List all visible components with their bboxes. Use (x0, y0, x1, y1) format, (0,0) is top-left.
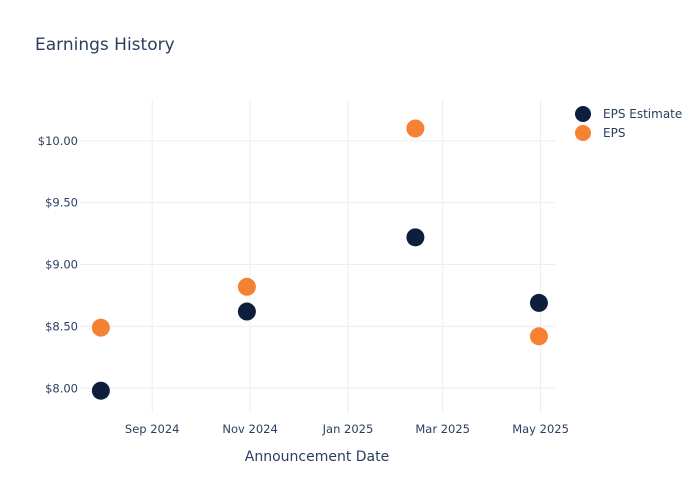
y-axis-ticks: $8.00 $8.50 $9.00 $9.50 $10.00 (38, 134, 78, 395)
data-points (91, 119, 548, 400)
point-eps (529, 327, 548, 346)
x-axis-title: Announcement Date (245, 449, 389, 465)
legend-marker (575, 106, 591, 122)
x-tick-label: Nov 2024 (222, 422, 277, 436)
y-tick-label: $8.50 (45, 319, 78, 333)
point-eps (406, 119, 425, 138)
y-tick-label: $10.00 (38, 134, 78, 148)
x-tick-label: Mar 2025 (415, 422, 470, 436)
y-tick-label: $9.50 (45, 196, 78, 210)
grid-lines (80, 100, 555, 413)
x-tick-label: Jan 2025 (322, 422, 374, 436)
chart-title: Earnings History (35, 35, 175, 55)
legend-marker (575, 125, 591, 141)
point-eps (91, 318, 110, 337)
x-tick-label: May 2025 (512, 422, 569, 436)
legend: EPS Estimate EPS (575, 106, 682, 141)
legend-label: EPS Estimate (603, 107, 682, 121)
point-eps-estimate (406, 228, 425, 247)
point-eps-estimate (237, 302, 256, 321)
point-eps-estimate (529, 293, 548, 312)
y-tick-label: $9.00 (45, 258, 78, 272)
x-axis-ticks: Sep 2024 Nov 2024 Jan 2025 Mar 2025 May 2025 (125, 422, 569, 436)
y-tick-label: $8.00 (45, 381, 78, 395)
x-tick-label: Sep 2024 (125, 422, 180, 436)
legend-label: EPS (603, 126, 625, 140)
point-eps (237, 277, 256, 296)
point-eps-estimate (91, 381, 110, 400)
